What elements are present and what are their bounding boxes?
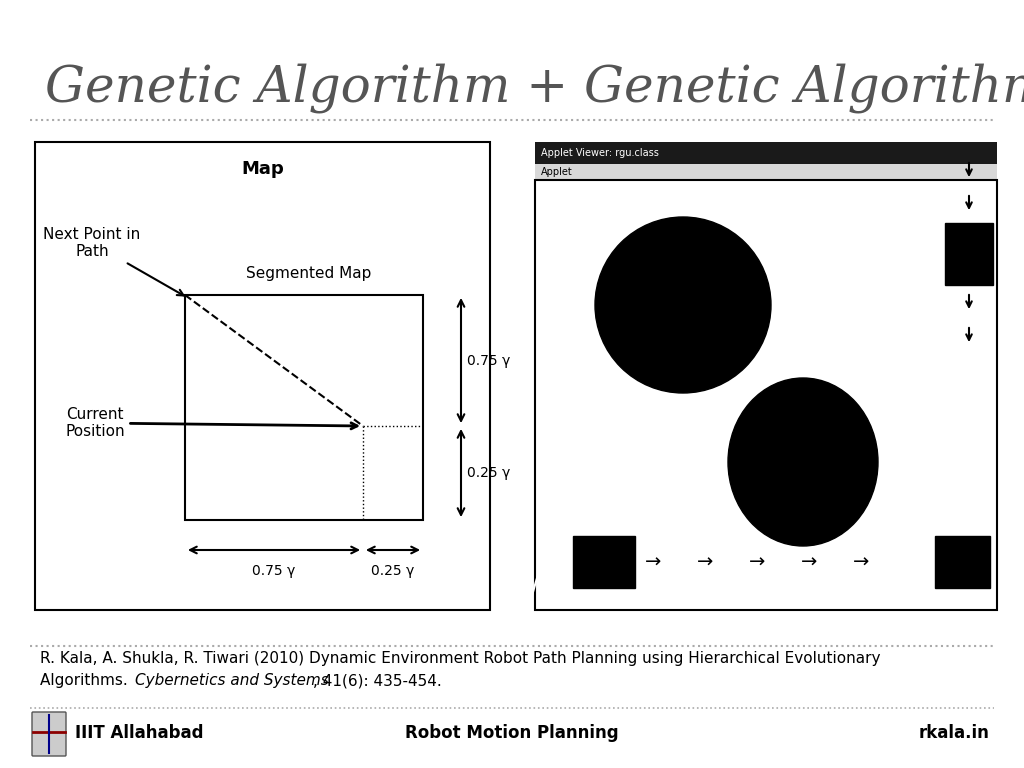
Text: →: → — [853, 552, 869, 571]
Bar — [535, 164, 997, 180]
Text: rkala.in: rkala.in — [920, 724, 990, 742]
Bar — [535, 180, 997, 610]
Text: Segmented Map: Segmented Map — [247, 266, 372, 281]
Text: →: → — [696, 552, 713, 571]
Text: 0.75 γ: 0.75 γ — [252, 564, 296, 578]
Text: Robot Motion Planning: Robot Motion Planning — [406, 724, 618, 742]
Text: 0.25 γ: 0.25 γ — [467, 466, 510, 480]
Text: Cybernetics and Systems: Cybernetics and Systems — [135, 673, 329, 688]
Bar — [935, 536, 990, 588]
Text: 0.25 γ: 0.25 γ — [372, 564, 415, 578]
Bar — [185, 295, 423, 520]
Text: IIIT Allahabad: IIIT Allahabad — [75, 724, 204, 742]
Text: Applet: Applet — [541, 167, 572, 177]
Bar — [535, 142, 997, 164]
Circle shape — [595, 217, 771, 393]
Text: R. Kala, A. Shukla, R. Tiwari (2010) Dynamic Environment Robot Path Planning usi: R. Kala, A. Shukla, R. Tiwari (2010) Dyn… — [40, 651, 881, 666]
Bar — [573, 536, 635, 588]
Text: 0.75 γ: 0.75 γ — [467, 353, 510, 368]
Text: , 41(6): 435-454.: , 41(6): 435-454. — [313, 673, 441, 688]
Text: →: → — [645, 552, 662, 571]
Text: Current
Position: Current Position — [66, 407, 357, 439]
Text: →: → — [749, 552, 765, 571]
FancyBboxPatch shape — [32, 712, 66, 756]
Text: Genetic Algorithm + Genetic Algorithm: Genetic Algorithm + Genetic Algorithm — [45, 63, 1024, 113]
Text: Algorithms.: Algorithms. — [40, 673, 133, 688]
Ellipse shape — [728, 378, 878, 546]
Text: →: → — [801, 552, 817, 571]
Bar — [35, 142, 490, 610]
Text: Map: Map — [241, 160, 284, 178]
Text: Next Point in
Path: Next Point in Path — [43, 227, 183, 296]
Text: Applet Viewer: rgu.class: Applet Viewer: rgu.class — [541, 148, 658, 158]
Bar — [945, 223, 993, 285]
